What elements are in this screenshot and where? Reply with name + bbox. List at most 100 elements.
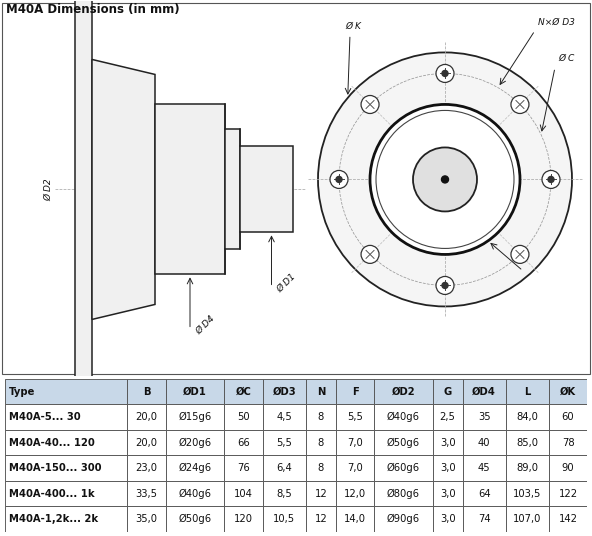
- Text: Ø60g6: Ø60g6: [387, 463, 420, 473]
- Bar: [127, 506, 166, 532]
- Bar: [549, 430, 587, 456]
- Text: 76: 76: [237, 463, 250, 473]
- Bar: [462, 379, 506, 404]
- Text: 12,0: 12,0: [344, 488, 366, 498]
- Bar: [224, 506, 263, 532]
- Bar: [336, 506, 374, 532]
- Text: Ø90g6: Ø90g6: [387, 514, 420, 524]
- Text: 8: 8: [318, 412, 324, 422]
- Bar: [5, 481, 127, 506]
- Text: 5,5: 5,5: [347, 412, 363, 422]
- Bar: [306, 506, 336, 532]
- Bar: [306, 379, 336, 404]
- Text: Ø C: Ø C: [558, 54, 574, 62]
- Bar: [462, 506, 506, 532]
- Bar: [225, 129, 240, 249]
- Circle shape: [318, 53, 572, 307]
- Bar: [166, 481, 224, 506]
- Text: ØK: ØK: [560, 386, 576, 397]
- Bar: [433, 404, 462, 430]
- Text: 7,0: 7,0: [347, 463, 363, 473]
- Text: L: L: [524, 386, 530, 397]
- Text: 6,4: 6,4: [276, 463, 292, 473]
- Bar: [506, 430, 549, 456]
- Bar: [306, 481, 336, 506]
- Bar: [506, 379, 549, 404]
- Bar: [462, 481, 506, 506]
- Text: 35,0: 35,0: [136, 514, 157, 524]
- Text: 103,5: 103,5: [513, 488, 542, 498]
- Text: B: B: [263, 450, 269, 459]
- Text: Ø80g6: Ø80g6: [387, 488, 420, 498]
- Text: 33,5: 33,5: [136, 488, 157, 498]
- Text: Ø D4: Ø D4: [194, 314, 216, 337]
- Bar: [224, 456, 263, 481]
- Text: 78: 78: [562, 437, 574, 448]
- Bar: [263, 456, 306, 481]
- Text: 90: 90: [562, 463, 574, 473]
- Bar: [336, 404, 374, 430]
- Text: ØD3: ØD3: [272, 386, 296, 397]
- Text: B: B: [143, 386, 150, 397]
- Bar: [433, 456, 462, 481]
- Bar: [549, 481, 587, 506]
- Text: F: F: [147, 433, 153, 442]
- Text: N: N: [317, 386, 325, 397]
- Bar: [549, 404, 587, 430]
- Text: 8: 8: [318, 437, 324, 448]
- Text: M40A Dimensions (in mm): M40A Dimensions (in mm): [6, 3, 179, 16]
- Bar: [5, 379, 127, 404]
- Bar: [549, 456, 587, 481]
- Bar: [336, 456, 374, 481]
- Text: 89,0: 89,0: [516, 463, 538, 473]
- Bar: [166, 456, 224, 481]
- Text: Ø D2: Ø D2: [44, 178, 53, 201]
- Text: ØD2: ØD2: [392, 386, 416, 397]
- Text: 40: 40: [478, 437, 490, 448]
- Circle shape: [336, 176, 342, 182]
- Text: l: l: [183, 468, 185, 478]
- Bar: [374, 404, 433, 430]
- Text: 66: 66: [237, 437, 250, 448]
- Bar: [506, 506, 549, 532]
- Circle shape: [442, 282, 448, 288]
- Text: 64: 64: [478, 488, 490, 498]
- Text: 50: 50: [237, 412, 250, 422]
- Bar: [224, 481, 263, 506]
- Bar: [374, 506, 433, 532]
- Bar: [374, 430, 433, 456]
- Bar: [5, 456, 127, 481]
- Text: Ø15g6: Ø15g6: [179, 412, 212, 422]
- Text: 20,0: 20,0: [136, 437, 157, 448]
- Bar: [306, 456, 336, 481]
- Text: N×Ø D3: N×Ø D3: [538, 18, 575, 26]
- Bar: [75, 0, 92, 384]
- Bar: [263, 404, 306, 430]
- Text: ØD1: ØD1: [183, 386, 207, 397]
- Text: 8,5: 8,5: [276, 488, 292, 498]
- Bar: [549, 506, 587, 532]
- Text: Ø40g6: Ø40g6: [387, 412, 420, 422]
- Bar: [433, 481, 462, 506]
- Bar: [462, 456, 506, 481]
- Text: 3,0: 3,0: [440, 488, 455, 498]
- Text: 142: 142: [558, 514, 578, 524]
- Circle shape: [542, 170, 560, 189]
- Text: 74: 74: [478, 514, 490, 524]
- Circle shape: [548, 176, 554, 182]
- Bar: [506, 456, 549, 481]
- Bar: [224, 430, 263, 456]
- Text: M40A-40... 120: M40A-40... 120: [9, 437, 95, 448]
- Polygon shape: [92, 59, 155, 319]
- Bar: [5, 430, 127, 456]
- Circle shape: [436, 277, 454, 294]
- Bar: [306, 404, 336, 430]
- Circle shape: [442, 70, 448, 77]
- Bar: [263, 379, 306, 404]
- Text: M40A-400... 1k: M40A-400... 1k: [9, 488, 95, 498]
- Bar: [506, 404, 549, 430]
- Bar: [127, 481, 166, 506]
- Bar: [374, 456, 433, 481]
- Text: ØC: ØC: [236, 386, 252, 397]
- Text: 4,5: 4,5: [276, 412, 292, 422]
